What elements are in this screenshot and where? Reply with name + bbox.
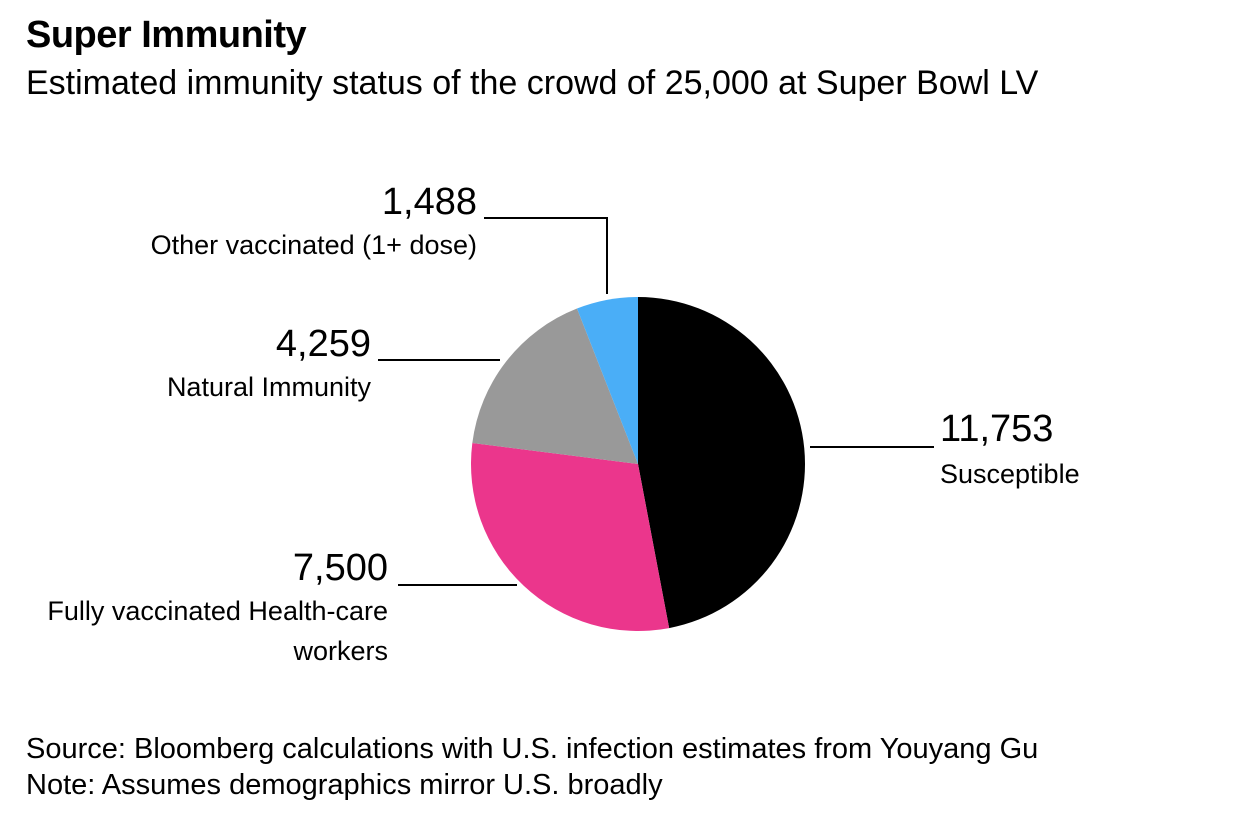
slice-label-susceptible: Susceptible bbox=[940, 459, 1080, 489]
pie-chart: 11,753 Susceptible 7,500 Fully vaccinate… bbox=[47, 181, 1080, 666]
footnote: Note: Assumes demographics mirror U.S. b… bbox=[26, 769, 663, 801]
chart-subtitle: Estimated immunity status of the crowd o… bbox=[26, 64, 1039, 102]
value-label-susceptible: 11,753 bbox=[940, 408, 1053, 450]
slice-label-natural-immunity: Natural Immunity bbox=[167, 372, 372, 402]
value-label-other-vaccinated: 1,488 bbox=[382, 181, 477, 223]
slice-other-vaccinated bbox=[576, 297, 638, 464]
leader-other-vaccinated bbox=[484, 217, 608, 294]
slice-health-care-workers bbox=[470, 442, 670, 631]
chart-title: Super Immunity bbox=[26, 14, 307, 56]
slice-susceptible bbox=[638, 297, 805, 629]
value-label-health-care: 7,500 bbox=[293, 547, 388, 589]
slice-label-other-vaccinated: Other vaccinated (1+ dose) bbox=[151, 230, 477, 260]
source-note: Source: Bloomberg calculations with U.S.… bbox=[26, 733, 1039, 765]
value-label-natural-immunity: 4,259 bbox=[276, 323, 371, 365]
slice-label-health-care-line1: Fully vaccinated Health-care bbox=[47, 596, 388, 626]
slice-natural-immunity bbox=[472, 308, 638, 464]
slice-label-health-care-line2: workers bbox=[292, 636, 388, 666]
